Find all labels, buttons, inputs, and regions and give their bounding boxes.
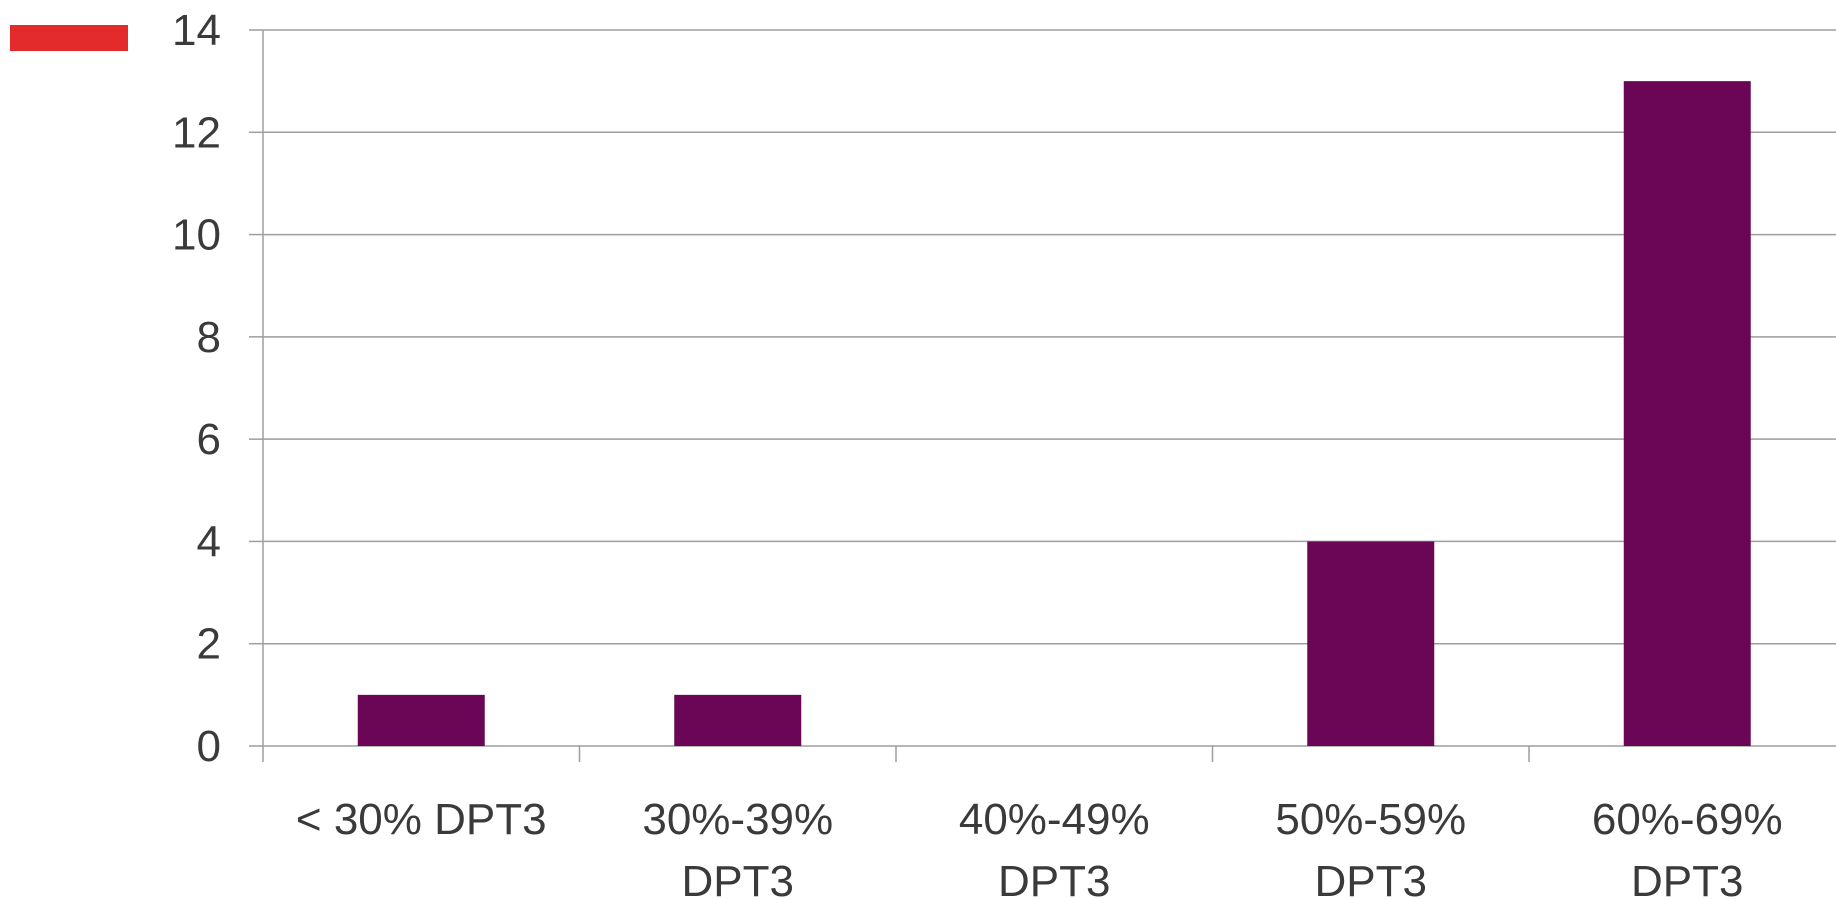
bars	[357, 81, 1751, 746]
legend-swatch	[10, 25, 128, 51]
y-tick-label: 0	[197, 722, 221, 771]
y-tick-label: 6	[197, 415, 221, 464]
x-tick-label: 40%-49%	[959, 795, 1150, 844]
y-tick-label: 2	[197, 620, 221, 669]
x-tick-label: < 30% DPT3	[296, 795, 547, 844]
y-tick-label: 12	[172, 108, 221, 157]
x-tick-labels: < 30% DPT3 30%-39% DPT3 40%-49% DPT3 50%-59% D…	[296, 795, 1783, 899]
y-tick-label: 4	[197, 517, 221, 566]
bar	[1623, 81, 1751, 746]
gridlines	[263, 29, 1836, 645]
y-tick-label: 14	[172, 6, 221, 55]
x-tick-label: DPT3	[1631, 857, 1743, 899]
bar	[357, 694, 485, 746]
bar	[1307, 541, 1435, 746]
y-tick-label: 10	[172, 211, 221, 260]
x-tick-label: DPT3	[998, 857, 1110, 899]
x-tick-label: DPT3	[682, 857, 794, 899]
y-tick-label: 8	[197, 313, 221, 362]
x-tick-label: 50%-59%	[1275, 795, 1466, 844]
x-tick-label: 60%-69%	[1592, 795, 1783, 844]
y-tick-labels: 0 2 4 6 8 10 12 14	[172, 6, 221, 771]
axes	[249, 29, 1836, 762]
x-tick-label: DPT3	[1315, 857, 1427, 899]
bar	[674, 694, 802, 746]
x-tick-label: 30%-39%	[642, 795, 833, 844]
